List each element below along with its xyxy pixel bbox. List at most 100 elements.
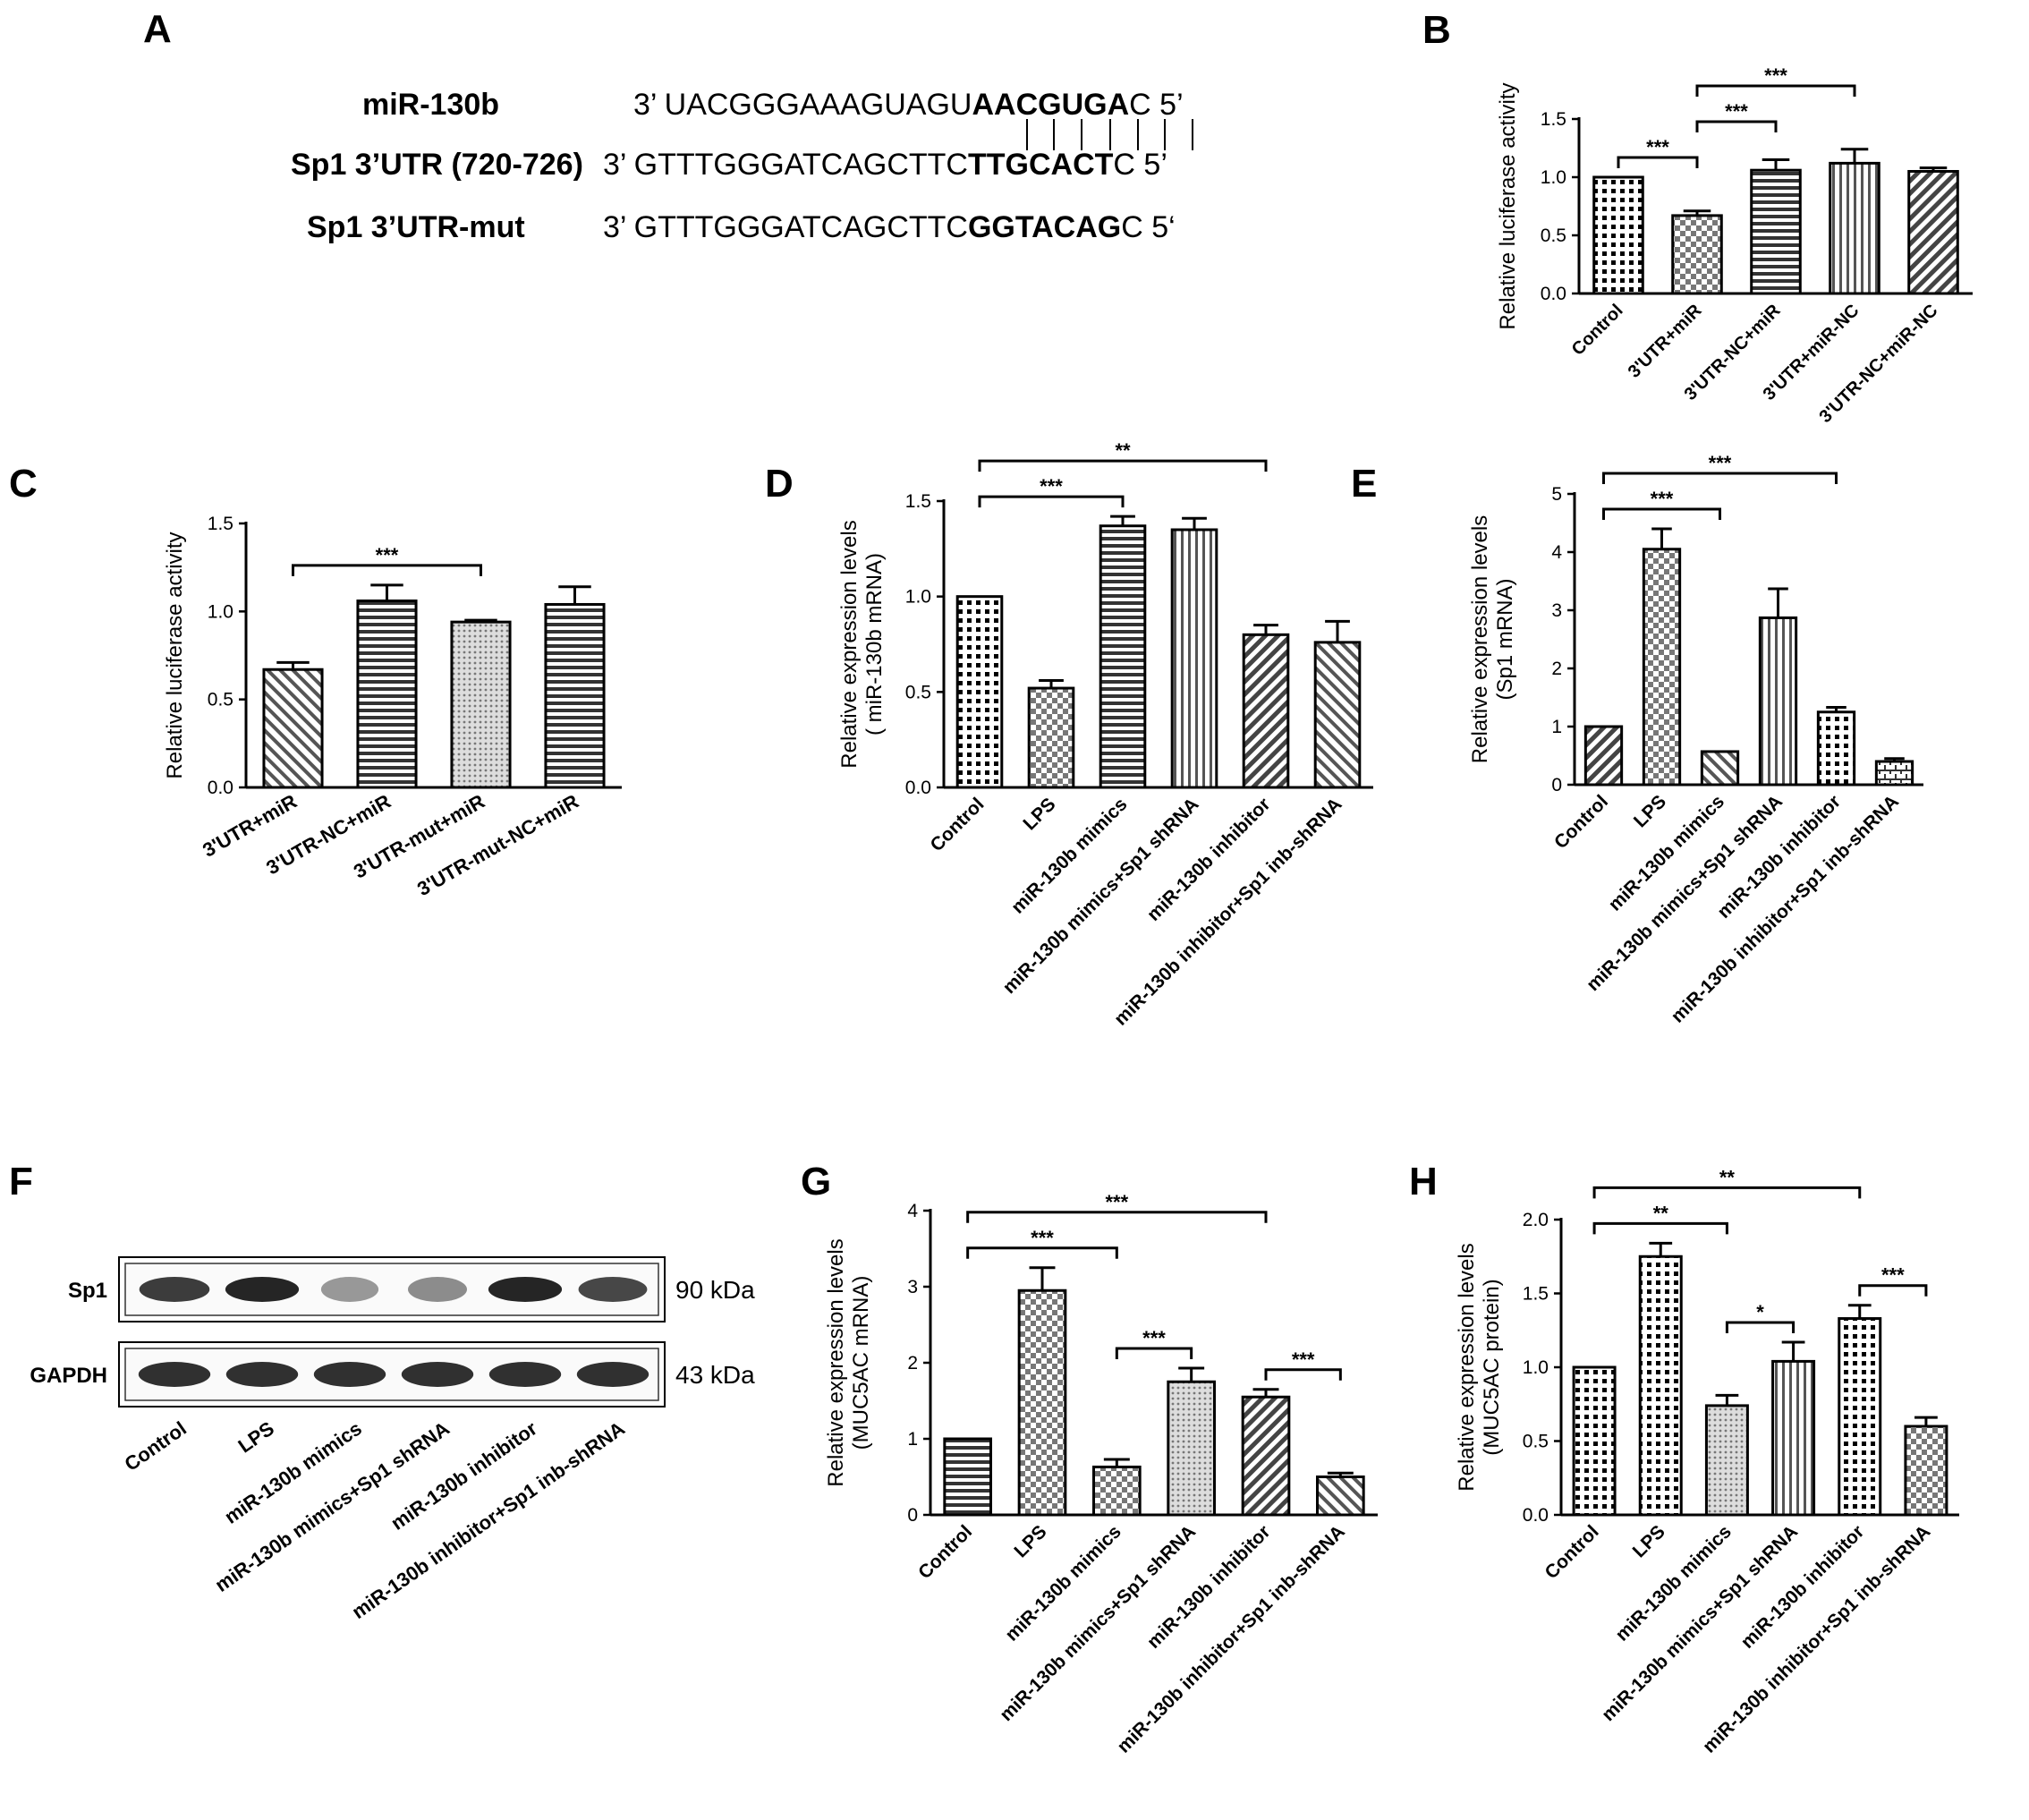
blot-band <box>225 1362 299 1387</box>
significance-label: *** <box>1292 1348 1315 1371</box>
significance-label: ** <box>1719 1166 1736 1188</box>
x-tick-label: miR-130b inhibitor+Sp1 inb-shRNA <box>1699 1521 1934 1756</box>
bar <box>356 600 418 789</box>
x-tick-label: Control <box>1541 1521 1603 1583</box>
panel-letter-d: D <box>765 462 794 506</box>
seq-suffix: C 5‘ <box>1121 210 1176 244</box>
x-tick-label: Control <box>1550 791 1612 853</box>
blot-band <box>139 1277 210 1302</box>
significance-bracket <box>966 1211 1268 1223</box>
bar <box>1671 214 1723 295</box>
x-tick-label: Control <box>1568 301 1627 360</box>
seq-name-sp1-mut: Sp1 3’UTR-mut <box>307 210 525 244</box>
significance-bracket <box>1695 84 1856 97</box>
y-tick-label: 0.0 <box>1541 284 1566 304</box>
x-tick-label: LPS <box>1019 794 1059 834</box>
y-axis-label-line: ( miR-130b mRNA) <box>862 553 887 736</box>
y-axis-label: Relative expression levels(MUC5AC protei… <box>1455 1243 1504 1491</box>
seq-sp1-utr: 3’ GTTTGGGATCAGCTTCTTGCACTC 5’ <box>603 148 1167 183</box>
seq-prefix: 3’ UACGGGAAAGUAGU <box>633 88 972 122</box>
y-axis-label-line: (MUC5AC mRNA) <box>849 1276 873 1450</box>
y-tick-label: 1.5 <box>208 514 233 534</box>
bar <box>1316 1476 1365 1517</box>
significance-label: *** <box>1764 64 1787 87</box>
blot-band <box>313 1362 386 1387</box>
bar <box>1874 760 1914 787</box>
blot-lane-label: miR-130b inhibitor <box>386 1416 541 1535</box>
panel-letter-f: F <box>9 1160 33 1203</box>
y-tick-label: 5 <box>1551 484 1562 505</box>
seq-name-sp1-utr: Sp1 3’UTR (720-726) <box>291 148 583 182</box>
significance-bracket <box>1264 1368 1342 1381</box>
significance-label: ** <box>1115 439 1131 462</box>
y-tick-label: 3 <box>1551 600 1562 621</box>
significance-bracket <box>1725 1321 1796 1333</box>
y-tick-label: 3 <box>907 1277 918 1297</box>
significance-bracket <box>978 459 1268 472</box>
y-tick-label: 0.0 <box>1523 1505 1549 1526</box>
y-axis-label-line: (Sp1 mRNA) <box>1493 578 1517 700</box>
blot-membrane <box>124 1263 659 1316</box>
bar <box>1642 548 1682 787</box>
panel-a-alignment: A miR-130b 3’ UACGGGAAAGUAGUAACGUGAC 5’ … <box>0 0 1342 286</box>
seq-suffix: C 5’ <box>1113 148 1167 182</box>
y-tick-label: 0 <box>907 1505 918 1526</box>
significance-bracket <box>1695 120 1778 132</box>
bar <box>1583 725 1624 787</box>
y-tick-label: 0.5 <box>1541 225 1566 246</box>
y-axis-label: Relative luciferase activity <box>1496 82 1520 329</box>
significance-label: *** <box>1031 1227 1054 1249</box>
blot-size-label: 90 kDa <box>675 1276 755 1304</box>
y-axis-label-line: Relative expression levels <box>824 1238 848 1486</box>
significance-bracket <box>1858 1284 1928 1297</box>
significance-bracket <box>1617 156 1699 168</box>
y-axis-label: Relative luciferase activity <box>163 532 187 778</box>
y-tick-label: 1.5 <box>1541 109 1566 130</box>
blot-band <box>488 1277 563 1302</box>
chart-d: 0.0 0.5 1.0 1.5 Relative expression levels( … <box>837 439 1373 1030</box>
panel-letter-c: C <box>9 462 38 506</box>
blot-band <box>225 1277 300 1302</box>
y-tick-label: 1.5 <box>905 491 931 512</box>
y-axis-label-line: Relative expression levels <box>1468 515 1492 763</box>
chart-b: 0.0 0.5 1.0 1.5 Relative luciferase activity… <box>1496 64 1973 427</box>
chart-c: 0.0 0.5 1.0 1.5 Relative luciferase activity… <box>163 514 622 900</box>
chart-e: 0 1 2 3 4 5 Relative expression levels(Sp1 mRN… <box>1468 452 1923 1027</box>
chart-h: 0.0 0.5 1.0 1.5 2.0 Relative expression level… <box>1455 1166 1959 1757</box>
x-tick-label: Control <box>914 1521 976 1583</box>
bar <box>1099 524 1147 789</box>
panel-letter-h: H <box>1409 1160 1438 1203</box>
bar <box>1242 633 1290 789</box>
significance-label: *** <box>1881 1264 1905 1287</box>
significance-label: *** <box>1105 1191 1128 1213</box>
y-tick-label: 0.5 <box>1523 1432 1549 1452</box>
significance-label: ** <box>1653 1202 1669 1224</box>
y-axis-label-line: (MUC5AC protein) <box>1480 1279 1504 1455</box>
x-tick-label: LPS <box>1630 791 1670 831</box>
bar <box>1170 528 1218 789</box>
significance-bracket <box>978 495 1125 508</box>
significance-label: *** <box>1040 475 1063 498</box>
blot-band <box>320 1277 379 1302</box>
bar <box>1750 168 1802 295</box>
x-tick-label: 3'UTR-mut-NC+miR <box>413 790 582 901</box>
y-tick-label: 1.0 <box>1523 1357 1549 1378</box>
bar <box>1700 750 1740 787</box>
significance-bracket <box>292 564 482 576</box>
y-axis-label-line: Relative expression levels <box>1455 1243 1479 1491</box>
blot-band <box>401 1362 474 1387</box>
x-tick-label: miR-130b mimics <box>1612 1521 1736 1645</box>
chart-g: 0 1 2 3 4 Relative expression levels(MUC5AC m… <box>824 1191 1378 1757</box>
bar <box>1592 175 1644 295</box>
significance-label: *** <box>1651 488 1674 510</box>
x-tick-label: Control <box>926 794 988 855</box>
y-tick-label: 0.0 <box>208 778 233 798</box>
y-axis-label: Relative expression levels( miR-130b mRN… <box>837 520 887 768</box>
y-tick-label: 1 <box>907 1429 918 1450</box>
y-tick-label: 0.0 <box>905 778 931 798</box>
bar <box>955 595 1004 789</box>
significance-label: * <box>1756 1301 1764 1323</box>
significance-label: *** <box>376 544 399 566</box>
y-axis-label-line: Relative luciferase activity <box>163 532 187 778</box>
